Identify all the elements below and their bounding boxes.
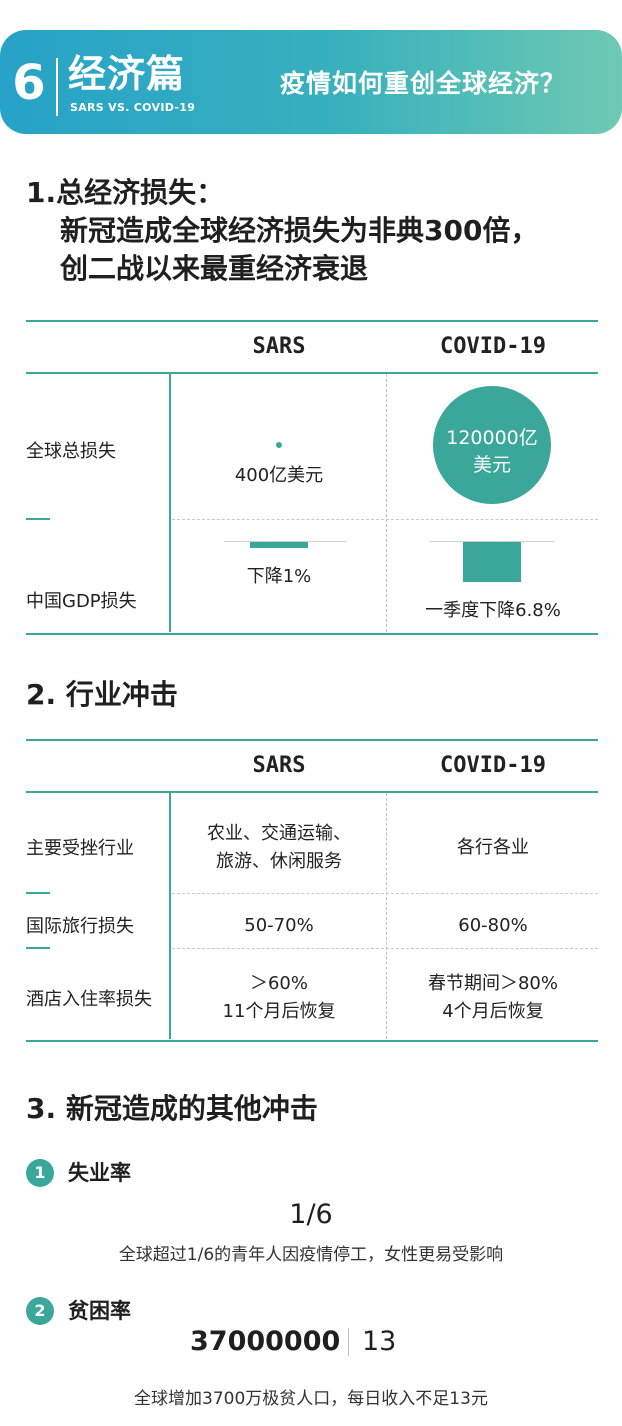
row-label-hotel-loss: 酒店入住率损失: [26, 989, 152, 1010]
header-banner: [0, 30, 622, 134]
sars-loss-bubble: [276, 442, 282, 448]
covid-travel-loss: 60-80%: [458, 915, 528, 936]
header-divider: [56, 58, 58, 116]
section-number: 6: [12, 55, 46, 111]
section2-heading: 2. 行业冲击: [26, 678, 178, 711]
section-subtitle: SARS VS. COVID-19: [70, 101, 196, 114]
sars-hotel-loss: ＞60%: [249, 973, 308, 994]
table1-top-rule: [26, 320, 598, 322]
row-label-gdp-loss: 中国GDP损失: [26, 591, 137, 612]
section1-heading-line3: 创二战以来最重经济衰退: [60, 252, 369, 285]
covid-total-loss-unit: 美元: [472, 454, 511, 476]
poverty-figure-income: 13: [362, 1326, 397, 1357]
covid-gdp-loss: 一季度下降6.8%: [425, 600, 561, 621]
unemployment-figure: 1/6: [289, 1199, 333, 1230]
section-title: 经济篇: [68, 52, 186, 96]
covid-hotel-loss: 春节期间＞80%: [427, 973, 558, 994]
table2-label-divider: [169, 793, 171, 1039]
unemployment-description: 全球超过1/6的青年人因疫情停工，女性更易受影响: [118, 1245, 504, 1265]
sars-industries-line2: 旅游、休闲服务: [216, 851, 342, 872]
covid-industries: 各行各业: [457, 837, 529, 858]
section1-heading-line2: 新冠造成全球经济损失为非典300倍，: [60, 214, 539, 247]
row-separator: [26, 518, 50, 520]
table1-col-divider: [386, 374, 387, 632]
sars-gdp-baseline: [224, 541, 346, 542]
section3-heading: 3. 新冠造成的其他冲击: [26, 1092, 318, 1125]
table2-col-sars: SARS: [252, 753, 306, 778]
table2-col-covid: COVID-19: [440, 753, 546, 778]
section1-heading-line1: 1.总经济损失：: [26, 176, 225, 209]
poverty-figure-people: 37000000: [190, 1326, 341, 1357]
sars-gdp-loss: 下降1%: [246, 566, 312, 587]
table1-bottom-rule: [26, 633, 598, 635]
row-label-travel-loss: 国际旅行损失: [26, 916, 134, 937]
row-separator: [26, 947, 50, 949]
sars-total-loss: 400亿美元: [234, 465, 324, 486]
table2-row-divider-1: [172, 893, 598, 894]
table2-bottom-rule: [26, 1040, 598, 1042]
table1-col-covid: COVID-19: [440, 334, 546, 359]
row-separator: [26, 892, 50, 894]
covid-loss-bubble: [433, 386, 551, 504]
table1-col-sars: SARS: [252, 334, 306, 359]
sars-industries-line1: 农业、交通运输、: [207, 823, 351, 844]
covid-hotel-recovery: 4个月后恢复: [442, 1001, 544, 1022]
poverty-title: 贫困率: [68, 1299, 131, 1323]
table2-row-divider-2: [172, 948, 598, 949]
item-number-badge: 2: [26, 1297, 54, 1325]
covid-gdp-baseline: [430, 541, 554, 542]
table1-label-divider: [169, 374, 171, 632]
table1-header-rule: [26, 372, 598, 374]
covid-gdp-bar: [463, 542, 521, 582]
figure-divider: [348, 1328, 349, 1356]
table2-header-rule: [26, 791, 598, 793]
table2-top-rule: [26, 739, 598, 741]
sars-hotel-recovery: 11个月后恢复: [222, 1001, 336, 1022]
row-label-total-loss: 全球总损失: [26, 441, 116, 462]
table2-col-divider: [386, 793, 387, 1039]
header-tagline: 疫情如何重创全球经济？: [280, 69, 567, 98]
sars-travel-loss: 50-70%: [244, 915, 314, 936]
unemployment-title: 失业率: [68, 1161, 131, 1185]
table1-row-divider: [172, 519, 598, 520]
covid-total-loss-value: 120000亿: [446, 427, 538, 449]
row-label-affected-industries: 主要受挫行业: [26, 838, 134, 859]
poverty-description: 全球增加3700万极贫人口，每日收入不足13元: [134, 1389, 488, 1409]
item-number-badge: 1: [26, 1159, 54, 1187]
sars-gdp-bar: [250, 542, 308, 548]
